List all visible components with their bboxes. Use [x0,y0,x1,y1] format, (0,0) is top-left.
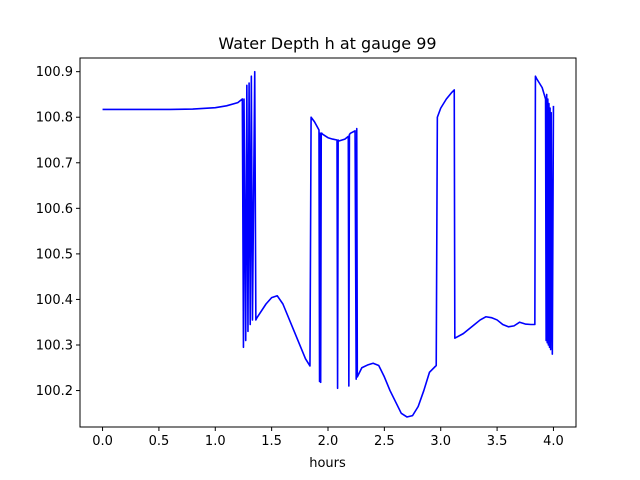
x-tick-label: 3.5 [487,434,508,449]
x-tick-label: 1.5 [261,434,282,449]
y-tick-label: 100.7 [36,156,73,171]
plot-frame [79,57,577,428]
x-tick-label: 4.0 [543,434,564,449]
x-tick-label: 0.0 [92,434,113,449]
y-axis: 100.2 100.3 100.4 100.5 100.6 100.7 100.8 100.9 [36,65,80,399]
y-tick-label: 100.3 [36,339,73,354]
x-tick-label: 2.0 [318,434,339,449]
y-tick-label: 100.2 [36,384,73,399]
x-axis: 0.0 0.5 1.0 1.5 2.0 2.5 3.0 3.5 4.0 [92,427,564,449]
chart-title: Water Depth h at gauge 99 [218,34,436,53]
x-tick-label: 3.0 [430,434,451,449]
plot-area [102,70,555,418]
x-tick-label: 2.5 [374,434,395,449]
y-tick-label: 100.5 [36,247,73,262]
y-tick-label: 100.8 [36,111,73,126]
series-line-0 [102,70,555,418]
y-tick-label: 100.4 [36,293,73,308]
x-tick-label: 1.0 [205,434,226,449]
x-axis-label: hours [309,456,346,471]
x-tick-label: 0.5 [149,434,170,449]
y-tick-label: 100.6 [36,202,73,217]
y-tick-label: 100.9 [36,65,73,80]
